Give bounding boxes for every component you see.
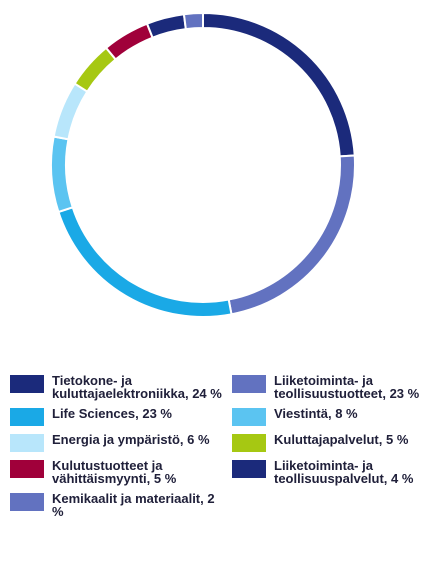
legend-value: 5 % xyxy=(153,471,177,486)
legend-swatch xyxy=(10,460,44,478)
legend-text: Tietokone- ja kuluttajaelektroniikka, 24… xyxy=(52,374,222,400)
legend-text: Kulutustuotteet ja vähittäismyynti, 5 % xyxy=(52,459,222,485)
legend-swatch xyxy=(10,375,44,393)
legend-label: Kuluttajapalvelut, xyxy=(274,432,383,447)
legend-value: 2 % xyxy=(52,491,215,519)
legend-value: 4 % xyxy=(391,471,414,486)
legend-value: 5 % xyxy=(385,432,409,447)
legend-label: Viestintä, xyxy=(274,406,332,421)
legend-value: 23 % xyxy=(142,406,172,421)
legend-label: Life Sciences, xyxy=(52,406,139,421)
legend-swatch xyxy=(232,408,266,426)
legend-item: Viestintä, 8 % xyxy=(232,407,438,426)
legend-label: Liiketoiminta- ja teollisuustuotteet, xyxy=(274,373,386,401)
legend-item: Liiketoiminta- ja teollisuuspalvelut, 4 … xyxy=(232,459,438,485)
donut-segment xyxy=(202,11,356,158)
legend-text: Kemikaalit ja materiaalit, 2 % xyxy=(52,492,222,518)
legend-item: Energia ja ympäristö, 6 % xyxy=(10,433,232,452)
legend-item: Tietokone- ja kuluttajaelektroniikka, 24… xyxy=(10,374,232,400)
legend-swatch xyxy=(10,434,44,452)
legend-label: Liiketoiminta- ja teollisuuspalvelut, xyxy=(274,458,388,486)
legend-value: 23 % xyxy=(389,386,420,401)
legend-value: 6 % xyxy=(187,432,210,447)
legend-value: 8 % xyxy=(335,406,358,421)
legend-item: Life Sciences, 23 % xyxy=(10,407,232,426)
legend-swatch xyxy=(232,460,266,478)
legend-swatch xyxy=(232,375,266,393)
legend-text: Viestintä, 8 % xyxy=(274,407,438,420)
legend-item: Liiketoiminta- ja teollisuustuotteet, 23… xyxy=(232,374,438,400)
donut-segment xyxy=(50,135,74,214)
legend-swatch xyxy=(10,493,44,511)
legend-text: Life Sciences, 23 % xyxy=(52,407,222,420)
legend-label: Kulutustuotteet ja vähittäismyynti, xyxy=(52,458,163,486)
donut-segment xyxy=(145,13,187,39)
donut-segment xyxy=(57,206,233,318)
legend: Tietokone- ja kuluttajaelektroniikka, 24… xyxy=(10,374,438,518)
donut-segment xyxy=(227,154,356,316)
legend-value: 24 % xyxy=(192,386,222,401)
legend-item: Kulutustuotteet ja vähittäismyynti, 5 % xyxy=(10,459,232,485)
legend-item: Kuluttajapalvelut, 5 % xyxy=(232,433,438,452)
legend-swatch xyxy=(232,434,266,452)
donut-chart xyxy=(50,11,356,318)
donut-segment xyxy=(182,11,204,31)
legend-text: Liiketoiminta- ja teollisuuspalvelut, 4 … xyxy=(274,459,438,485)
legend-label: Kemikaalit ja materiaalit, xyxy=(52,491,204,506)
legend-label: Tietokone- ja kuluttajaelektroniikka, xyxy=(52,373,189,401)
legend-item: Kemikaalit ja materiaalit, 2 % xyxy=(10,492,232,518)
donut-segment xyxy=(104,22,154,61)
legend-label: Energia ja ympäristö, xyxy=(52,432,184,447)
legend-swatch xyxy=(10,408,44,426)
legend-text: Liiketoiminta- ja teollisuustuotteet, 23… xyxy=(274,374,438,400)
donut-segment xyxy=(52,82,89,141)
donut-segment xyxy=(73,46,118,93)
legend-text: Kuluttajapalvelut, 5 % xyxy=(274,433,438,446)
legend-text: Energia ja ympäristö, 6 % xyxy=(52,433,222,446)
